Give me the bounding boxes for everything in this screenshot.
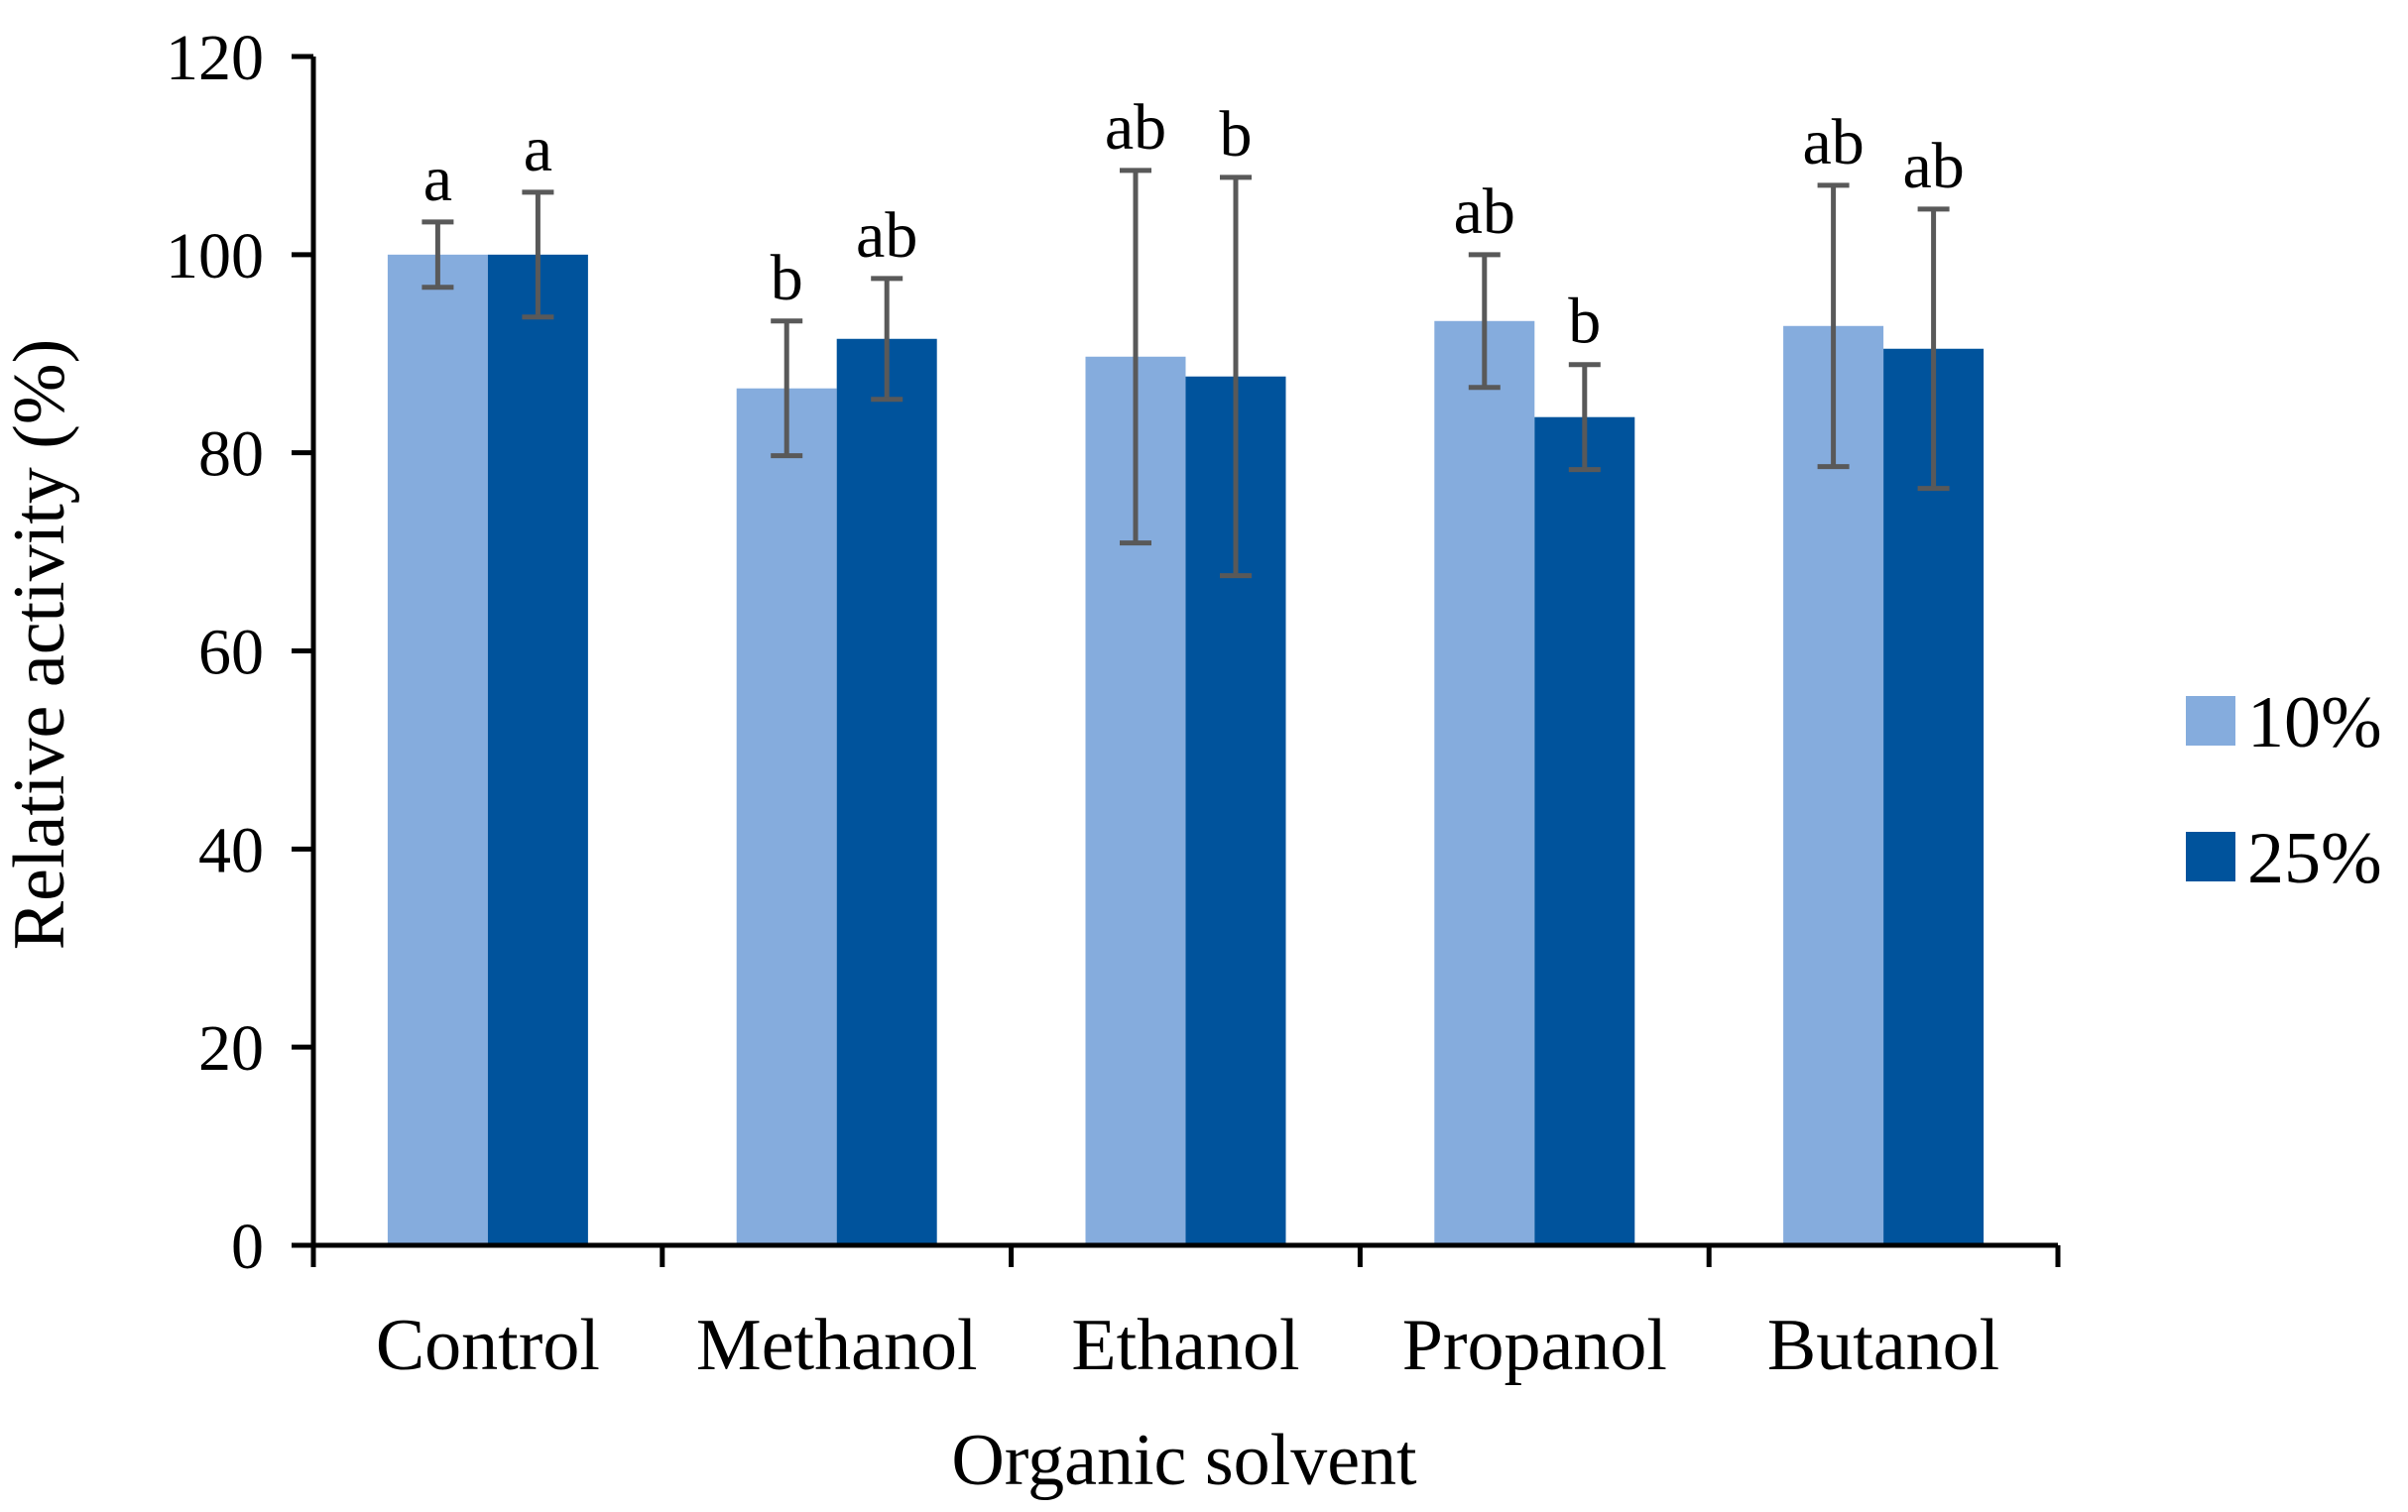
x-tick-label: Control — [376, 1305, 600, 1386]
error-bar — [1120, 168, 1151, 546]
y-tick-label: 100 — [166, 220, 264, 292]
error-bar — [1468, 252, 1501, 391]
error-bar — [1917, 206, 1950, 492]
y-axis-title: Relative activity (%) — [0, 339, 80, 950]
significance-label: ab — [1902, 130, 1964, 202]
bar-methanol-series1 — [736, 388, 837, 1245]
legend: 10% 25% — [2186, 682, 2382, 899]
y-tick-label: 40 — [198, 814, 264, 886]
error-bar — [522, 189, 554, 320]
error-bar — [1817, 182, 1850, 470]
y-tick-label: 60 — [198, 617, 264, 689]
x-tick-label: Methanol — [696, 1305, 978, 1386]
x-axis-title: Organic solvent — [951, 1420, 1417, 1501]
significance-label: ab — [1105, 91, 1166, 164]
legend-label: 10% — [2247, 682, 2382, 763]
significance-label: b — [1220, 98, 1253, 171]
bar-methanol-series2 — [836, 338, 937, 1245]
bar-propanol-series1 — [1434, 320, 1535, 1246]
y-tick-label: 120 — [166, 22, 264, 94]
bar-control-series1 — [387, 254, 488, 1245]
legend-swatch-series1 — [2186, 696, 2235, 746]
error-bar — [871, 276, 903, 403]
significance-label: b — [771, 242, 803, 314]
y-tick-label: 80 — [198, 418, 264, 491]
y-tick-label: 20 — [198, 1012, 264, 1085]
bar-butanol-series1 — [1783, 325, 1884, 1246]
significance-label: a — [524, 113, 552, 185]
y-tick-label: 0 — [231, 1211, 264, 1283]
significance-label: b — [1568, 286, 1601, 358]
x-tick-label: Propanol — [1402, 1305, 1667, 1386]
bar-propanol-series2 — [1534, 416, 1635, 1245]
x-tick-label: Butanol — [1767, 1305, 1999, 1386]
x-tick-label: Ethanol — [1071, 1305, 1299, 1386]
error-bar — [421, 219, 454, 291]
bar-butanol-series2 — [1883, 348, 1985, 1246]
error-bar — [771, 318, 803, 459]
legend-swatch-series2 — [2186, 832, 2235, 881]
error-bar — [1220, 174, 1252, 579]
error-bar — [1568, 362, 1601, 473]
significance-label: ab — [1454, 175, 1515, 248]
significance-label: ab — [856, 199, 917, 272]
significance-label: a — [423, 143, 452, 215]
significance-label: ab — [1802, 106, 1864, 178]
bar-control-series2 — [487, 254, 588, 1245]
legend-label: 25% — [2247, 818, 2382, 899]
